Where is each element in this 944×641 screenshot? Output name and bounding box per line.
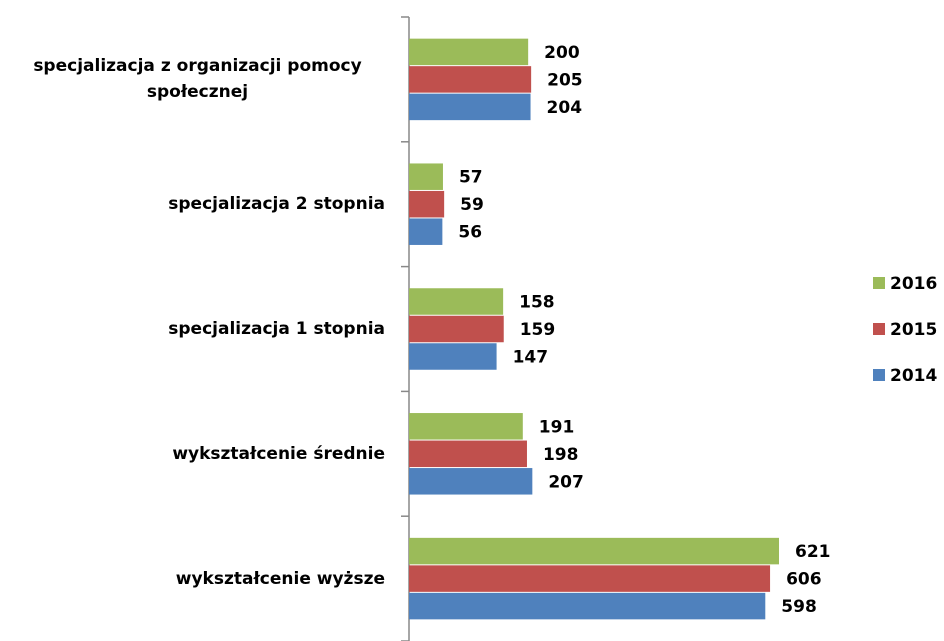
bar xyxy=(409,537,779,565)
category-label: specjalizacja 1 stopnia xyxy=(0,299,385,359)
bar xyxy=(409,288,504,315)
value-label: 147 xyxy=(513,348,549,368)
bar xyxy=(409,592,766,620)
bar xyxy=(409,190,445,218)
value-label: 621 xyxy=(795,542,831,562)
value-label: 204 xyxy=(547,98,583,118)
category-text: specjalizacja 2 stopnia xyxy=(168,194,385,215)
category-label: wykształcenie wyższe xyxy=(0,549,385,609)
category-text: wykształcenie średnie xyxy=(172,443,385,464)
bar xyxy=(409,38,529,66)
category-label: wykształcenie średnie xyxy=(0,424,385,484)
category-text: wykształcenie wyższe xyxy=(175,568,385,589)
category-text: specjalizacja 1 stopnia xyxy=(168,319,385,339)
category-label: specjalizacja z organizacji pomocy społe… xyxy=(0,49,385,109)
value-label: 59 xyxy=(460,195,484,215)
bar xyxy=(409,163,443,190)
value-label: 205 xyxy=(547,70,583,90)
legend-swatch xyxy=(873,369,885,381)
bar xyxy=(409,93,531,121)
value-label: 207 xyxy=(548,472,584,492)
value-label: 198 xyxy=(543,445,579,465)
bar xyxy=(409,440,527,468)
legend-label: 2016 xyxy=(890,274,937,294)
value-label: 159 xyxy=(520,320,556,340)
bar xyxy=(409,413,523,440)
bar xyxy=(409,218,443,245)
value-label: 200 xyxy=(544,43,580,63)
value-label: 606 xyxy=(786,570,822,590)
category-label: specjalizacja 2 stopnia xyxy=(0,174,385,234)
bar xyxy=(409,468,533,495)
legend-swatch xyxy=(873,323,885,335)
category-text: specjalizacja z organizacji pomocy społe… xyxy=(33,56,362,103)
bar xyxy=(409,66,532,93)
value-label: 598 xyxy=(781,597,817,617)
value-label: 57 xyxy=(459,168,483,188)
bar xyxy=(409,565,771,592)
legend-label: 2015 xyxy=(890,320,937,340)
bar xyxy=(409,343,497,370)
value-label: 191 xyxy=(539,417,575,437)
value-label: 158 xyxy=(519,293,555,313)
legend-swatch xyxy=(873,277,885,289)
legend-label: 2014 xyxy=(890,366,937,386)
value-label: 56 xyxy=(458,223,482,243)
bar xyxy=(409,315,504,343)
